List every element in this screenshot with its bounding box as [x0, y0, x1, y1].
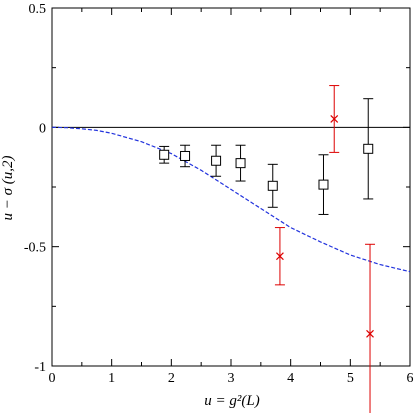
square-marker — [159, 149, 170, 160]
x-tick-label: 6 — [407, 371, 414, 386]
x-tick-label: 1 — [108, 371, 115, 386]
x-marker — [276, 252, 284, 261]
square-marker — [211, 155, 222, 166]
x-axis-label: u = g²(L) — [204, 393, 259, 409]
x-tick-label: 5 — [347, 371, 354, 386]
x-marker — [366, 329, 374, 338]
plot-area: 0 1 2 3 4 5 6 -1 -0.5 0 0.5 — [24, 2, 414, 413]
dashed-fit-curve — [51, 126, 411, 273]
x-tick-label: 2 — [168, 371, 175, 386]
square-marker — [235, 158, 246, 169]
square-marker — [363, 143, 374, 154]
x-tick-label: 4 — [287, 371, 294, 386]
x-tick-label: 0 — [49, 371, 56, 386]
square-marker — [318, 179, 329, 190]
square-marker — [267, 180, 278, 191]
y-axis-label: u − σ (u,2) — [0, 155, 16, 220]
plot-frame — [51, 7, 411, 367]
y-tick-label: 0.5 — [29, 2, 47, 17]
y-tick-label: 0 — [39, 121, 46, 136]
x-tick-label: 3 — [228, 371, 235, 386]
square-marker — [180, 150, 191, 161]
y-tick-label: -0.5 — [24, 241, 46, 256]
y-tick-label: -1 — [34, 360, 46, 375]
x-marker — [330, 115, 339, 123]
